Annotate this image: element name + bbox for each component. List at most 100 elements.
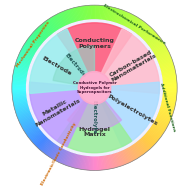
Wedge shape: [125, 147, 134, 161]
Wedge shape: [14, 68, 29, 73]
Wedge shape: [42, 23, 53, 35]
Wedge shape: [34, 30, 46, 42]
Wedge shape: [17, 111, 31, 118]
Wedge shape: [31, 131, 44, 143]
Wedge shape: [29, 36, 42, 46]
Wedge shape: [74, 7, 79, 22]
Wedge shape: [73, 153, 79, 168]
Wedge shape: [41, 24, 52, 36]
Wedge shape: [59, 12, 67, 26]
Wedge shape: [146, 130, 159, 141]
Wedge shape: [12, 95, 27, 99]
Wedge shape: [79, 154, 83, 169]
Wedge shape: [56, 148, 64, 162]
Wedge shape: [36, 27, 48, 39]
Wedge shape: [21, 49, 35, 57]
Wedge shape: [40, 139, 51, 152]
Wedge shape: [20, 116, 34, 125]
Wedge shape: [142, 135, 153, 147]
Wedge shape: [125, 14, 133, 28]
Wedge shape: [67, 9, 74, 24]
Wedge shape: [118, 10, 125, 25]
Wedge shape: [37, 137, 49, 149]
Wedge shape: [12, 84, 27, 86]
Text: Polyelectrolytes: Polyelectrolytes: [107, 94, 159, 126]
Wedge shape: [114, 9, 120, 23]
Wedge shape: [68, 152, 74, 167]
Wedge shape: [95, 5, 97, 20]
Wedge shape: [162, 78, 177, 82]
Wedge shape: [80, 155, 84, 170]
Wedge shape: [162, 84, 177, 87]
Wedge shape: [24, 123, 37, 132]
Wedge shape: [25, 42, 38, 51]
Wedge shape: [120, 150, 127, 164]
Wedge shape: [146, 131, 158, 142]
Wedge shape: [153, 46, 167, 55]
Wedge shape: [133, 20, 143, 33]
Wedge shape: [124, 13, 132, 27]
Wedge shape: [18, 54, 33, 62]
Wedge shape: [20, 118, 34, 126]
Wedge shape: [82, 6, 86, 21]
Wedge shape: [92, 5, 94, 20]
Wedge shape: [76, 154, 81, 169]
Wedge shape: [147, 129, 160, 140]
Wedge shape: [43, 141, 53, 153]
Wedge shape: [114, 152, 121, 167]
Wedge shape: [66, 10, 72, 24]
Wedge shape: [128, 16, 137, 30]
Wedge shape: [51, 145, 60, 159]
Text: Electrolyte: Electrolyte: [92, 100, 97, 134]
Wedge shape: [129, 145, 139, 159]
Wedge shape: [91, 5, 93, 20]
Wedge shape: [115, 9, 121, 24]
Wedge shape: [157, 113, 171, 120]
Wedge shape: [84, 5, 87, 20]
Wedge shape: [103, 6, 107, 21]
Wedge shape: [105, 6, 109, 21]
Wedge shape: [90, 156, 93, 170]
Circle shape: [27, 20, 162, 156]
Wedge shape: [77, 154, 82, 169]
Wedge shape: [98, 156, 101, 170]
Wedge shape: [113, 8, 119, 23]
Wedge shape: [58, 13, 66, 27]
Wedge shape: [158, 59, 173, 66]
Wedge shape: [57, 23, 132, 74]
Wedge shape: [162, 90, 177, 92]
Wedge shape: [162, 77, 177, 81]
Wedge shape: [117, 151, 123, 166]
Wedge shape: [150, 125, 163, 135]
Wedge shape: [111, 153, 117, 168]
Wedge shape: [30, 35, 43, 46]
Wedge shape: [162, 91, 177, 94]
Wedge shape: [156, 116, 170, 124]
Wedge shape: [144, 31, 156, 42]
Wedge shape: [84, 155, 88, 170]
Wedge shape: [61, 150, 69, 164]
Wedge shape: [57, 148, 65, 162]
Wedge shape: [129, 146, 138, 159]
Wedge shape: [140, 27, 152, 39]
Text: Electrode: Electrode: [64, 52, 87, 78]
Wedge shape: [44, 21, 55, 34]
Wedge shape: [54, 147, 63, 161]
Wedge shape: [143, 134, 155, 145]
Wedge shape: [149, 127, 162, 138]
Wedge shape: [47, 143, 57, 157]
Wedge shape: [160, 102, 175, 108]
Wedge shape: [151, 124, 164, 134]
Wedge shape: [159, 62, 174, 68]
Wedge shape: [12, 76, 27, 80]
Wedge shape: [122, 149, 130, 163]
Wedge shape: [151, 42, 165, 52]
Wedge shape: [30, 131, 43, 142]
Wedge shape: [16, 60, 31, 66]
Wedge shape: [29, 29, 88, 93]
Wedge shape: [116, 9, 123, 24]
Wedge shape: [156, 53, 171, 61]
Wedge shape: [162, 97, 177, 101]
Wedge shape: [144, 133, 156, 144]
Wedge shape: [39, 25, 50, 38]
